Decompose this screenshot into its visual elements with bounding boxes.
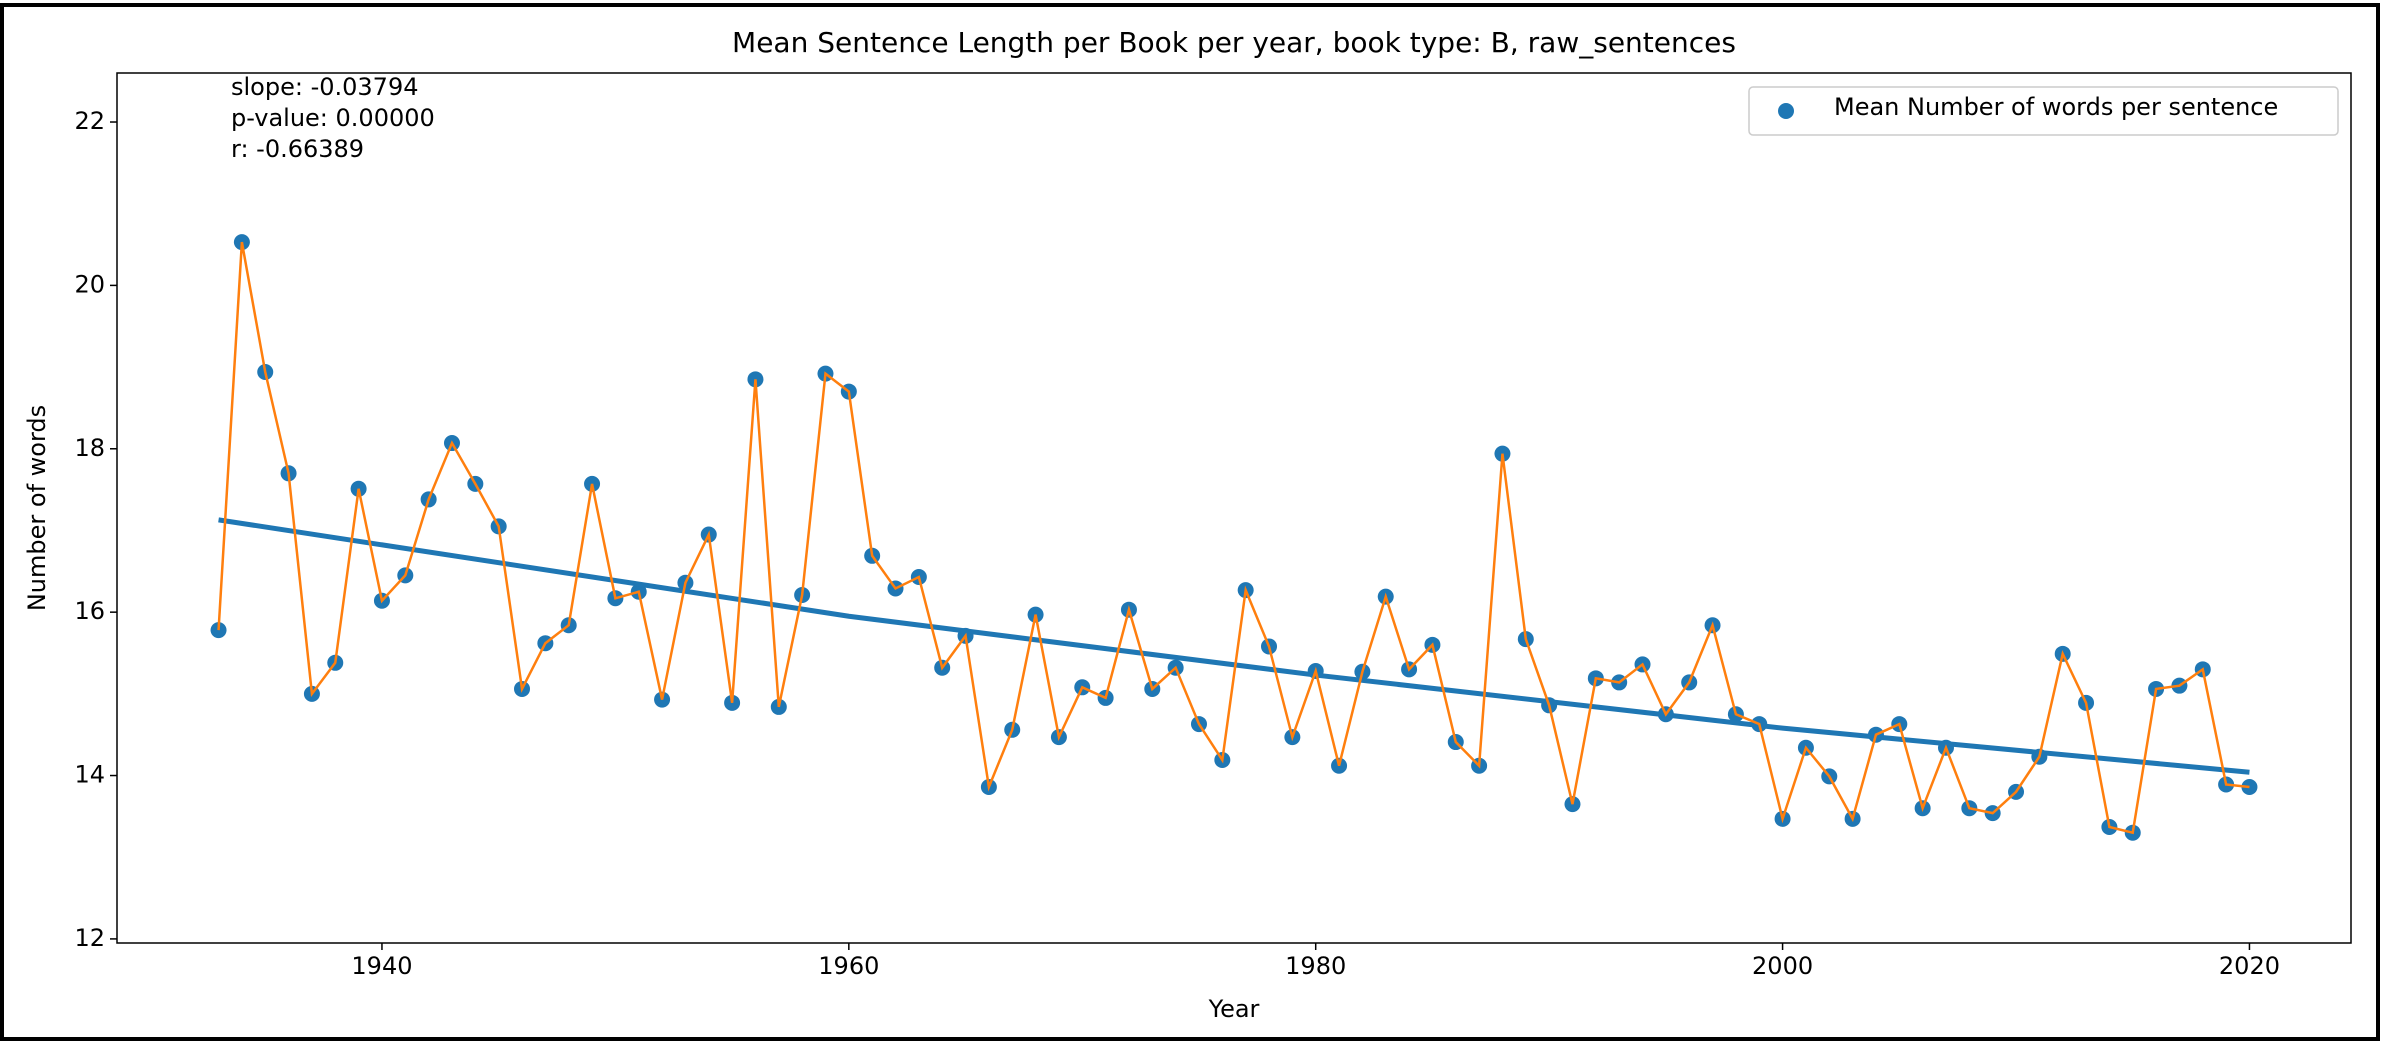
- y-tick-label: 22: [74, 107, 105, 135]
- plot-area: [116, 72, 2352, 944]
- x-tick-label: 1960: [818, 952, 879, 980]
- x-tick-label: 2000: [1752, 952, 1813, 980]
- x-tick-label: 2020: [2219, 952, 2280, 980]
- legend-box: [1748, 86, 2339, 136]
- y-tick-label: 18: [74, 434, 105, 462]
- frame: [0, 3, 2380, 1041]
- legend-marker: [1778, 103, 1794, 119]
- y-tick-label: 20: [74, 270, 105, 298]
- y-tick-label: 14: [74, 761, 105, 789]
- x-tick-label: 1940: [351, 952, 412, 980]
- annotation: p-value: 0.00000: [231, 104, 435, 132]
- y-axis-label: Number of words: [23, 405, 51, 611]
- x-axis-label: Year: [1208, 995, 1260, 1023]
- y-tick-label: 16: [74, 597, 105, 625]
- legend-label: Mean Number of words per sentence: [1834, 93, 2278, 121]
- y-tick-label: 12: [74, 924, 105, 952]
- trend-line: [218, 517, 2250, 775]
- connect-line: [217, 241, 2250, 835]
- chart-title: Mean Sentence Length per Book per year, …: [732, 26, 1736, 59]
- x-tick-label: 1980: [1285, 952, 1346, 980]
- annotation: slope: -0.03794: [231, 73, 418, 101]
- annotation: r: -0.66389: [231, 135, 364, 163]
